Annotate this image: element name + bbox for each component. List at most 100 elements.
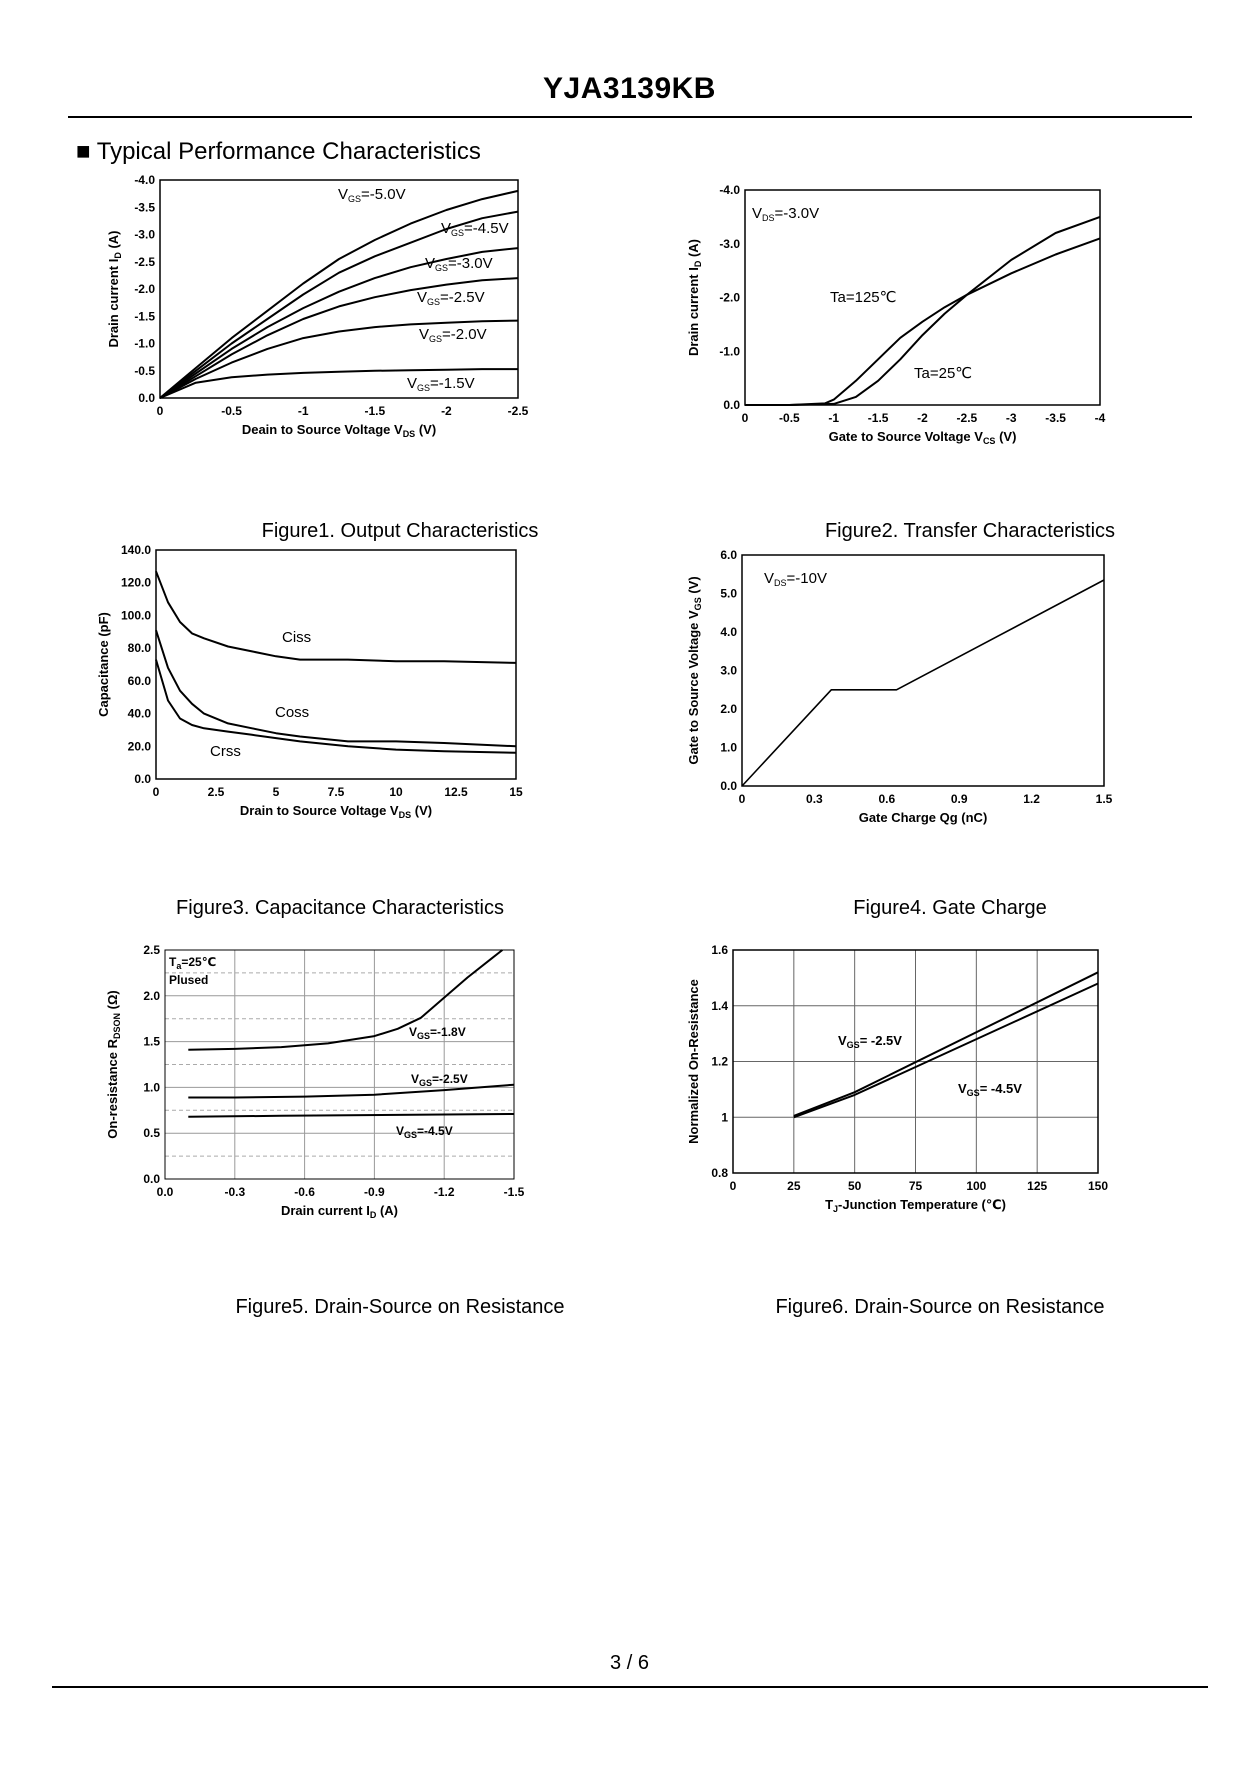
y-tick-label: 0.5	[143, 1126, 160, 1140]
x-tick-label: 12.5	[444, 785, 468, 799]
x-tick-label: -1.2	[434, 1185, 455, 1199]
y-tick-label: 20.0	[128, 739, 152, 753]
transfer-characteristics-chart: 0 -0.5 -1 -1.5 -2 -2.5 -3 -3.5 -4 0.0 -1.0 -2.0 -3.0…	[686, 183, 1106, 446]
series-label: VGS=-1.8V	[409, 1025, 466, 1041]
y-tick-label: -3.0	[134, 228, 155, 242]
x-tick-label: -2.5	[957, 411, 978, 425]
y-axis-label: Gate to Source Voltage VGS (V)	[686, 576, 703, 764]
y-tick-label: -3.5	[134, 200, 155, 214]
y-tick-label: -2.5	[134, 255, 155, 269]
y-tick-label: 100.0	[121, 608, 151, 622]
series-line	[159, 210, 519, 399]
y-tick-label: 40.0	[128, 707, 152, 721]
x-axis-label: Drain to Source Voltage VDS (V)	[240, 803, 432, 820]
series-label: VGS=-4.5V	[396, 1124, 453, 1140]
x-tick-label: -1.5	[364, 404, 385, 418]
y-tick-label: -2.0	[134, 282, 155, 296]
y-tick-label: 1.0	[143, 1080, 160, 1094]
y-tick-label: 1.5	[143, 1035, 160, 1049]
header-rule	[68, 116, 1192, 118]
y-tick-label: 6.0	[720, 548, 737, 562]
series-line	[745, 215, 1101, 406]
x-tick-label: -1.5	[504, 1185, 525, 1199]
temperature-annotation: Ta=25℃	[169, 955, 216, 971]
x-tick-label: 15	[509, 785, 523, 799]
x-tick-label: -1	[298, 404, 309, 418]
y-tick-label: 0.0	[720, 779, 737, 793]
x-tick-label: 75	[909, 1179, 923, 1193]
plot-frame	[164, 949, 515, 1180]
y-tick-label: 120.0	[121, 576, 151, 590]
x-tick-label: 0	[739, 792, 746, 806]
x-tick-label: -0.9	[364, 1185, 385, 1199]
plot-frame	[744, 189, 1101, 406]
y-axis-label: Capacitance (pF)	[96, 612, 111, 717]
series-label: Ta=25℃	[914, 365, 972, 382]
vds-annotation: VDS=-3.0V	[752, 205, 819, 223]
x-axis-label: TJ-Junction Temperature (℃)	[825, 1197, 1006, 1214]
y-axis-label: Normalized On-Resistance	[686, 979, 701, 1144]
x-tick-label: -2.5	[508, 404, 529, 418]
document-title: YJA3139KB	[543, 72, 716, 105]
y-tick-label: 0.0	[138, 391, 155, 405]
y-tick-label: -0.5	[134, 364, 155, 378]
y-tick-label: -1.0	[134, 337, 155, 351]
series-line	[159, 247, 519, 399]
y-tick-label: 1	[721, 1110, 728, 1124]
y-tick-label: 1.2	[711, 1055, 728, 1069]
x-tick-label: 7.5	[328, 785, 345, 799]
x-tick-label: -3.5	[1045, 411, 1066, 425]
x-tick-label: 0.3	[806, 792, 823, 806]
series-label: VGS=-2.0V	[419, 326, 487, 344]
y-tick-label: -4.0	[719, 183, 740, 197]
x-tick-label: 150	[1088, 1179, 1108, 1193]
y-tick-label: 0.0	[143, 1172, 160, 1186]
x-tick-label: -1	[828, 411, 839, 425]
x-tick-label: 0	[153, 785, 160, 799]
y-tick-label: 1.0	[720, 741, 737, 755]
x-tick-label: 50	[848, 1179, 862, 1193]
x-tick-label: 1.5	[1096, 792, 1113, 806]
y-tick-label: 4.0	[720, 625, 737, 639]
x-tick-label: -1.5	[868, 411, 889, 425]
x-tick-label: 0.0	[157, 1185, 174, 1199]
series-line	[159, 368, 518, 399]
y-tick-label: -1.0	[719, 344, 740, 358]
series-label: VGS= -4.5V	[958, 1081, 1022, 1098]
x-tick-label: 0.9	[951, 792, 968, 806]
capacitance-characteristics-chart: 0 2.5 5 7.5 10 12.5 15 0.0 20.0 40.0 60.0 80.0 100.0…	[96, 543, 523, 820]
x-axis-label: Gate Charge Qg (nC)	[859, 810, 988, 825]
x-tick-label: 10	[389, 785, 403, 799]
x-tick-label: -0.5	[779, 411, 800, 425]
vds-annotation: VDS=-10V	[764, 570, 827, 588]
y-axis-label: Drain current ID (A)	[106, 230, 123, 347]
y-tick-label: 0.0	[134, 772, 151, 786]
x-tick-label: 0	[157, 404, 164, 418]
y-tick-label: 60.0	[128, 674, 152, 688]
series-line	[159, 277, 519, 399]
series-label: VGS=-2.5V	[417, 289, 485, 307]
page-number: 3 / 6	[610, 1652, 649, 1674]
x-tick-label: -2	[441, 404, 452, 418]
y-tick-label: -1.5	[134, 309, 155, 323]
figure4-caption: Figure4. Gate Charge	[853, 897, 1047, 919]
y-tick-label: 5.0	[720, 587, 737, 601]
x-tick-label: -0.5	[221, 404, 242, 418]
x-axis-label: Drain current ID (A)	[281, 1203, 398, 1220]
x-tick-label: 1.2	[1023, 792, 1040, 806]
on-resistance-vs-current-chart: 0.0 -0.3 -0.6 -0.9 -1.2 -1.5 0.0 0.5 1.0 1.5 2.0 2.…	[105, 943, 525, 1220]
series-label: VGS=-1.5V	[407, 375, 475, 393]
figure2-caption: Figure2. Transfer Characteristics	[824, 520, 1116, 542]
y-tick-label: 3.0	[720, 664, 737, 678]
series-label: Ciss	[282, 629, 311, 646]
plot-frame	[155, 549, 517, 780]
y-tick-label: 2.0	[720, 702, 737, 716]
series-line	[188, 949, 504, 1051]
series-line	[155, 659, 517, 754]
series-line	[793, 971, 1099, 1117]
x-tick-label: -4	[1095, 411, 1106, 425]
y-tick-label: -2.0	[719, 291, 740, 305]
y-tick-label: 0.0	[723, 398, 740, 412]
x-tick-label: -2	[917, 411, 928, 425]
series-line	[188, 1113, 515, 1118]
